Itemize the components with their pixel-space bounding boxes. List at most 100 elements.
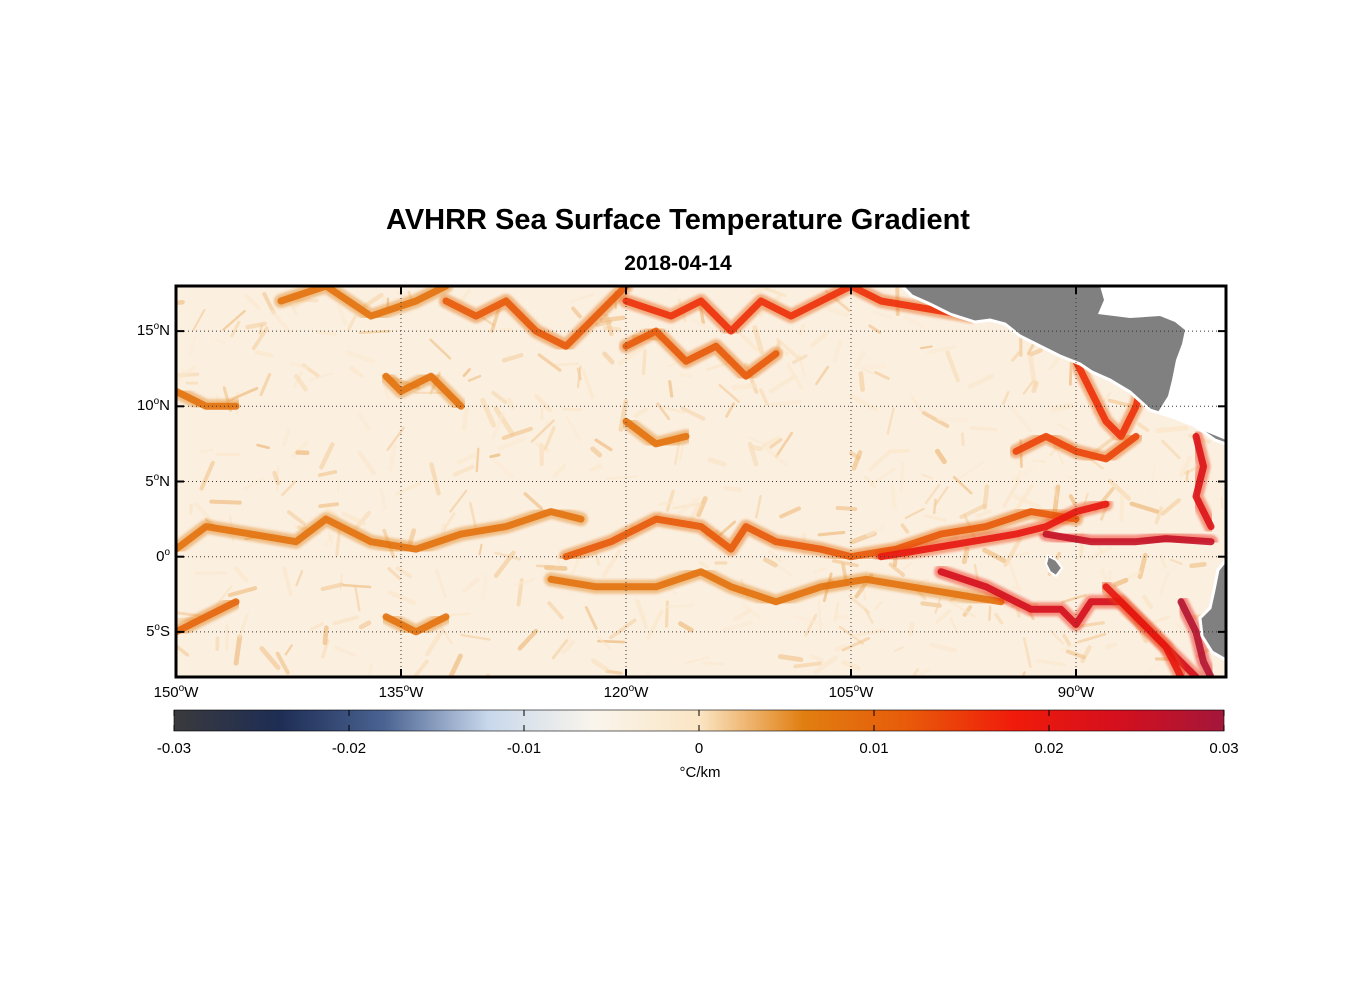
texture-streak bbox=[945, 350, 960, 383]
texture-streak bbox=[335, 529, 342, 557]
texture-streak bbox=[461, 577, 480, 594]
texture-streak bbox=[1035, 658, 1067, 667]
texture-streak bbox=[646, 609, 664, 640]
texture-streak bbox=[777, 654, 804, 663]
front-line bbox=[1042, 530, 1215, 546]
texture-streak bbox=[460, 633, 491, 641]
texture-streak bbox=[617, 345, 646, 366]
texture-streak bbox=[497, 436, 526, 451]
texture-streak bbox=[1136, 422, 1150, 433]
texture-streak bbox=[244, 293, 261, 310]
texture-streak bbox=[325, 507, 338, 519]
front-line bbox=[562, 508, 1080, 561]
texture-streak bbox=[581, 368, 595, 400]
texture-streak bbox=[910, 395, 924, 413]
texture-streak bbox=[1008, 561, 1021, 592]
texture-streak bbox=[858, 371, 865, 392]
texture-streak bbox=[604, 313, 614, 337]
texture-streak bbox=[934, 486, 949, 507]
texture-streak bbox=[395, 481, 421, 496]
lon-label: 120oW bbox=[603, 683, 649, 702]
texture-streak bbox=[493, 406, 515, 436]
texture-streak bbox=[435, 568, 447, 599]
texture-streak bbox=[1057, 423, 1069, 431]
texture-streak bbox=[779, 506, 801, 519]
colorbar-tick-label: 0 bbox=[694, 740, 704, 757]
front-line bbox=[176, 508, 585, 553]
texture-streak bbox=[309, 372, 334, 381]
texture-streak bbox=[834, 644, 848, 652]
texture-streak bbox=[746, 436, 767, 446]
front-line bbox=[1177, 598, 1215, 677]
texture-streak bbox=[357, 450, 377, 476]
texture-streak bbox=[868, 324, 882, 334]
texture-streak bbox=[982, 547, 1007, 564]
texture-streak bbox=[792, 614, 825, 627]
front-line bbox=[382, 372, 465, 410]
texture-streak bbox=[1050, 402, 1074, 411]
texture-streak bbox=[960, 432, 965, 447]
texture-streak bbox=[358, 620, 372, 630]
texture-streak bbox=[318, 502, 340, 509]
map-title: AVHRR Sea Surface Temperature Gradient bbox=[386, 204, 970, 236]
texture-streak bbox=[243, 477, 266, 490]
texture-streak bbox=[868, 451, 891, 472]
texture-streak bbox=[361, 292, 384, 309]
texture-streak bbox=[320, 582, 344, 592]
texture-streak bbox=[349, 365, 364, 378]
texture-streak bbox=[969, 425, 998, 432]
texture-streak bbox=[1011, 585, 1023, 592]
texture-streak bbox=[817, 530, 846, 537]
texture-streak bbox=[387, 590, 417, 606]
texture-streak bbox=[229, 387, 259, 402]
texture-streak bbox=[810, 330, 829, 348]
texture-streak bbox=[1155, 425, 1189, 434]
texture-streak bbox=[1185, 469, 1189, 483]
texture-streak bbox=[1119, 494, 1125, 522]
texture-streak bbox=[833, 602, 840, 622]
texture-streak bbox=[176, 644, 190, 657]
texture-streak bbox=[1088, 545, 1113, 561]
texture-streak bbox=[854, 350, 866, 367]
texture-streak bbox=[275, 651, 290, 675]
texture-streak bbox=[1049, 629, 1065, 645]
lat-label: 5oN bbox=[145, 471, 170, 490]
texture-streak bbox=[544, 565, 568, 571]
lon-label: 150oW bbox=[153, 683, 199, 702]
texture-streak bbox=[295, 569, 304, 587]
texture-streak bbox=[262, 292, 276, 315]
texture-streak bbox=[379, 487, 388, 510]
texture-streak bbox=[853, 628, 885, 638]
texture-streak bbox=[813, 655, 839, 675]
texture-streak bbox=[994, 612, 1004, 625]
texture-streak bbox=[319, 442, 335, 470]
texture-streak bbox=[921, 410, 950, 429]
texture-streak bbox=[222, 309, 246, 331]
front-line bbox=[176, 387, 240, 410]
texture-streak bbox=[900, 523, 910, 534]
texture-streak bbox=[429, 338, 452, 360]
texture-streak bbox=[289, 362, 310, 370]
texture-streak bbox=[233, 566, 249, 583]
texture-streak bbox=[934, 598, 941, 614]
texture-streak bbox=[1220, 496, 1224, 510]
texture-streak bbox=[176, 365, 198, 382]
texture-streak bbox=[230, 320, 241, 338]
texture-streak bbox=[456, 453, 478, 465]
texture-streak bbox=[769, 438, 783, 449]
texture-streak bbox=[272, 470, 281, 486]
texture-streak bbox=[334, 645, 356, 657]
texture-streak bbox=[974, 509, 992, 519]
texture-streak bbox=[551, 639, 569, 660]
texture-streak bbox=[832, 340, 843, 363]
texture-streak bbox=[924, 483, 941, 505]
texture-streak bbox=[1077, 632, 1107, 644]
texture-streak bbox=[767, 549, 782, 563]
texture-streak bbox=[809, 653, 825, 663]
texture-streak bbox=[322, 625, 329, 646]
axis-ticks bbox=[175, 286, 1226, 677]
texture-streak bbox=[678, 621, 694, 633]
texture-streak bbox=[815, 365, 830, 386]
texture-streak bbox=[761, 444, 788, 467]
